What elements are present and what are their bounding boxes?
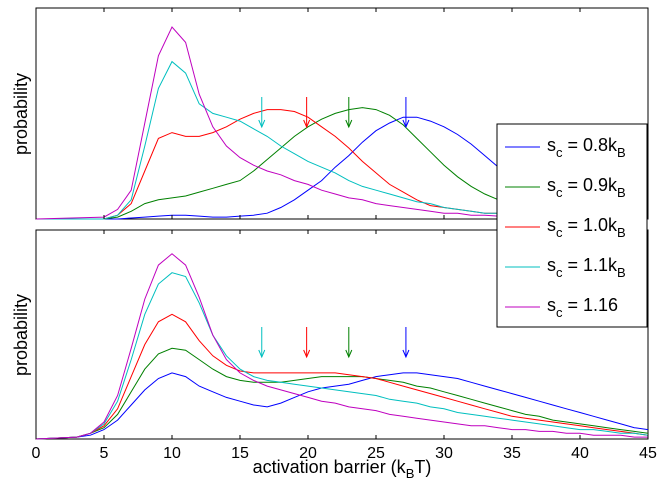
legend-box	[496, 123, 648, 328]
x-axis-label: activation barrier (kBT)	[253, 457, 432, 481]
top-arrow-1	[303, 97, 311, 129]
x-tick-label: 25	[367, 445, 385, 462]
top-y-axis-label: probability	[11, 73, 31, 155]
bottom-series-line-1	[35, 347, 649, 440]
legend-label-4: sc = 1.16	[547, 295, 618, 320]
bottom-arrow-1	[303, 327, 311, 359]
bottom-series-line-0	[35, 372, 649, 440]
top-arrow-2	[345, 97, 353, 129]
x-axis-label-subscript: B	[406, 466, 415, 481]
x-tick-label: 30	[435, 445, 453, 462]
x-tick-label: 10	[163, 445, 181, 462]
bottom-series-line-4	[35, 253, 648, 440]
legend-label-2: sc = 1.0kB	[547, 215, 626, 240]
x-tick-label: 0	[32, 445, 41, 462]
x-tick-label: 20	[299, 445, 317, 462]
legend-label-3: sc = 1.1kB	[547, 255, 626, 280]
top-arrow-3	[402, 97, 410, 129]
x-tick-label: 15	[231, 445, 249, 462]
x-tick-label: 45	[639, 445, 657, 462]
bottom-arrow-0	[258, 327, 266, 359]
bottom-arrow-2	[345, 327, 353, 359]
bottom-series-line-3	[35, 272, 649, 440]
x-tick-label: 40	[571, 445, 589, 462]
x-axis-label-main: activation barrier (k	[253, 457, 407, 477]
x-axis-ticks: 0 5 10 15 20 25 30 35 40 45	[32, 8, 657, 462]
legend-label-0: sc = 0.8kB	[547, 135, 626, 160]
bottom-series-line-2	[35, 313, 649, 440]
bottom-plot-area	[35, 253, 649, 440]
legend: sc = 0.8kB sc = 0.9kB sc = 1.0kB sc = 1.1kB…	[496, 123, 648, 328]
x-tick-label: 5	[100, 445, 109, 462]
top-arrow-0	[258, 97, 266, 129]
x-tick-label: 35	[503, 445, 521, 462]
bottom-y-axis-label: probability	[11, 294, 31, 376]
legend-label-1: sc = 0.9kB	[547, 175, 626, 200]
x-axis-label-end: T)	[414, 457, 431, 477]
bottom-arrow-3	[402, 327, 410, 359]
